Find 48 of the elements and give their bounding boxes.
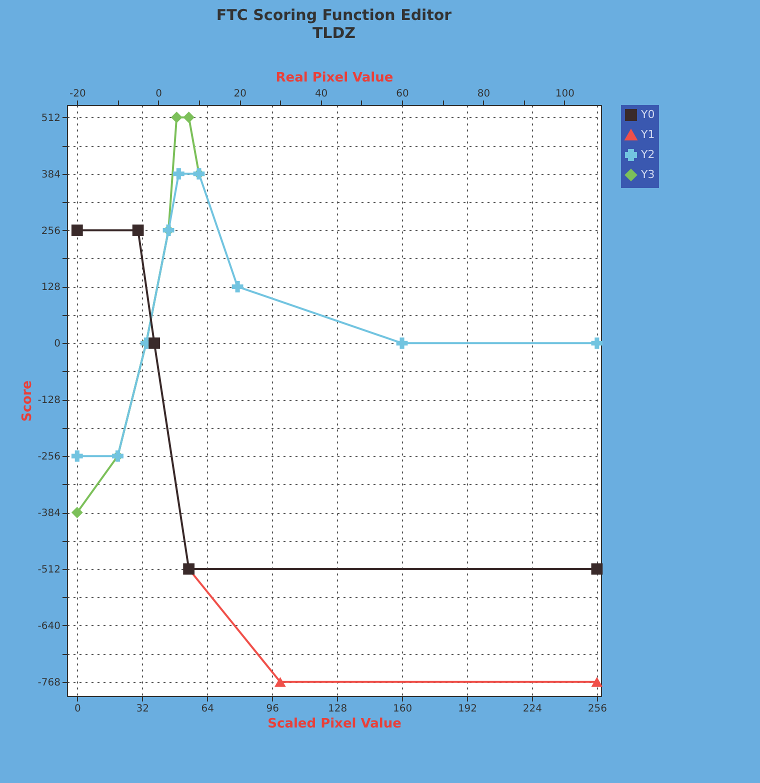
point [591, 337, 603, 349]
y-tick-label: 384 [41, 169, 60, 180]
x-tick-label: 192 [458, 704, 478, 714]
point [232, 281, 244, 292]
legend-label: Y3 [640, 168, 655, 181]
point [71, 224, 83, 236]
point [170, 112, 182, 124]
x-tick-label: 0 [74, 704, 81, 714]
point [396, 337, 408, 349]
x-tick-label: 128 [328, 704, 348, 714]
x-tick-label: 224 [522, 704, 542, 714]
x2-tick-label: 0 [156, 88, 162, 100]
x-tick-label: 96 [266, 704, 279, 714]
point [148, 337, 160, 349]
y-tick-label: -768 [38, 677, 60, 688]
x-axis-title: Scaled Pixel Value [268, 716, 402, 732]
legend-label: Y0 [640, 108, 655, 121]
x2-axis-title: Real Pixel Value [276, 70, 394, 86]
legend-label: Y2 [640, 148, 655, 161]
point [71, 450, 83, 462]
x2-tick-label: -20 [69, 88, 86, 100]
y-tick-label: 512 [41, 112, 60, 124]
x-tick-label: 64 [201, 704, 214, 714]
y-axis-title: Score [20, 380, 35, 422]
point [172, 168, 184, 180]
x-tick-label: 160 [392, 704, 412, 714]
x-tick-label: 32 [136, 704, 149, 714]
legend-label: Y1 [640, 128, 655, 141]
point [132, 224, 144, 236]
point [183, 112, 195, 124]
y-tick-label: -256 [38, 452, 60, 463]
chart-subtitle: TLDZ [312, 24, 356, 42]
x2-tick-label: 40 [314, 88, 328, 100]
x-tick-label: 256 [588, 704, 607, 714]
y-tick-label: -384 [38, 508, 60, 520]
y-tick-label: -512 [38, 564, 60, 576]
chart-title: FTC Scoring Function Editor [216, 6, 452, 24]
point [71, 506, 83, 518]
x2-tick-label: 60 [396, 88, 409, 100]
x2-tick-label: 20 [234, 88, 246, 100]
y-tick-label: -128 [38, 395, 60, 406]
point [591, 563, 603, 575]
y-tick-label: 0 [54, 338, 60, 350]
y-tick-label: 128 [41, 282, 60, 294]
y-tick-label: 256 [41, 226, 60, 237]
x2-tick-label: 80 [477, 88, 490, 100]
x2-tick-label: 100 [555, 88, 574, 100]
y-tick-label: -640 [38, 620, 60, 632]
